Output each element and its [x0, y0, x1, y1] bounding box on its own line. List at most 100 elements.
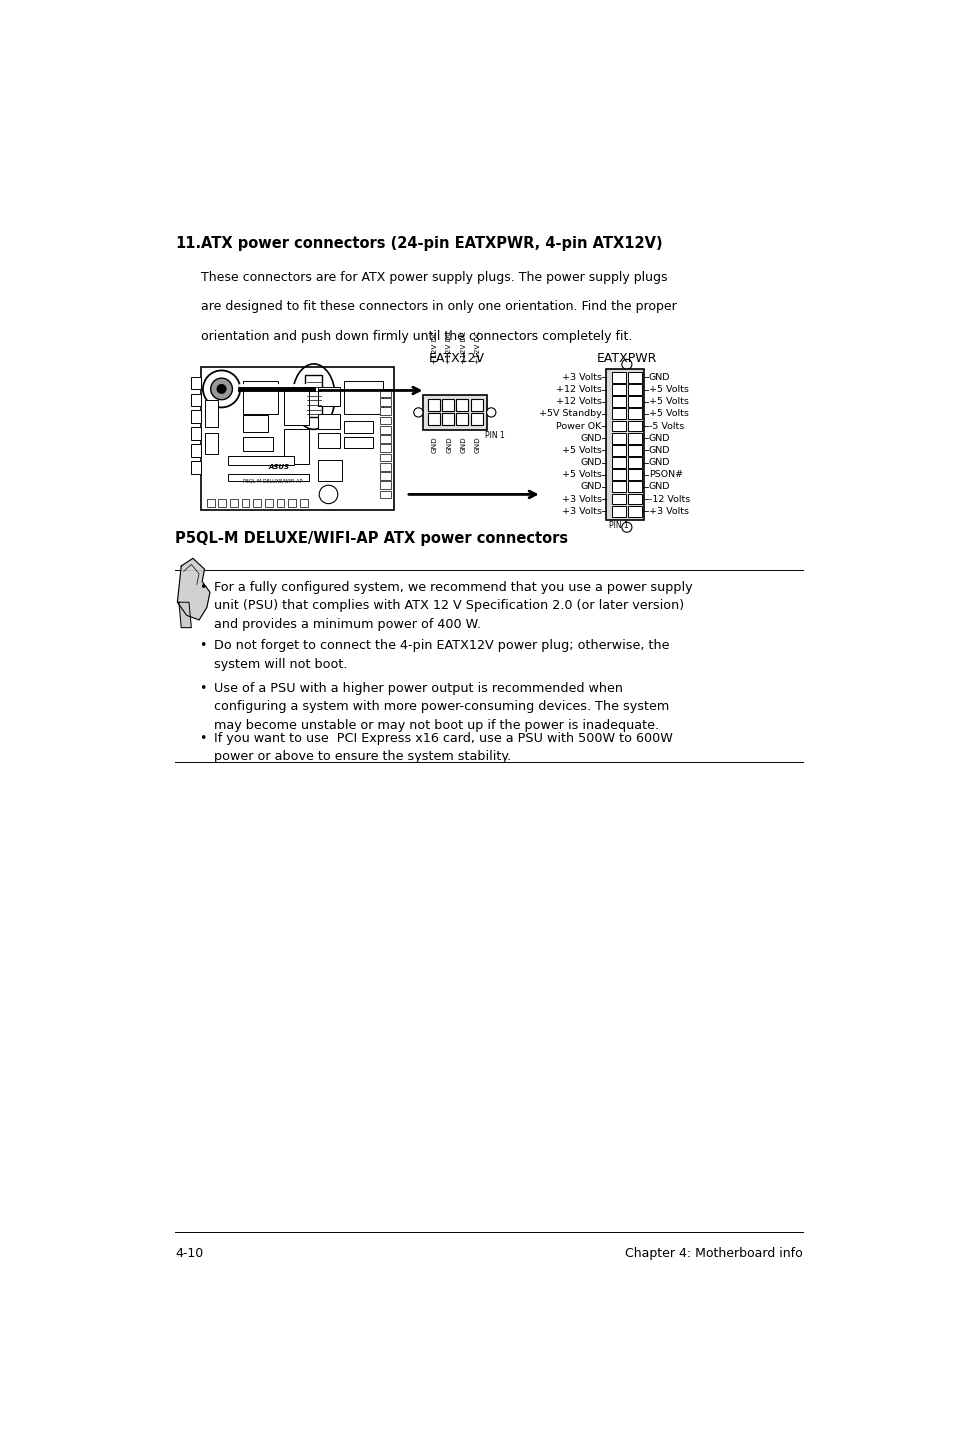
Bar: [265, 499, 273, 506]
Text: Use of a PSU with a higher power output is recommended when
configuring a system: Use of a PSU with a higher power output …: [213, 682, 668, 732]
Bar: [318, 433, 340, 449]
Circle shape: [621, 360, 631, 370]
Text: •: •: [199, 732, 207, 745]
Text: GND: GND: [648, 446, 670, 454]
Bar: [200, 367, 394, 510]
Text: PSON#: PSON#: [648, 470, 682, 479]
Bar: [241, 499, 249, 506]
Text: +3 Volts: +3 Volts: [561, 506, 601, 516]
Bar: [344, 381, 382, 414]
Bar: [284, 391, 309, 426]
Text: +5 Volts: +5 Volts: [648, 410, 688, 418]
Bar: [627, 433, 641, 443]
Bar: [380, 490, 391, 499]
Circle shape: [414, 408, 422, 417]
Bar: [427, 398, 439, 411]
Text: GND: GND: [475, 436, 480, 453]
Text: GND: GND: [579, 459, 601, 467]
Bar: [611, 384, 625, 395]
Bar: [380, 407, 391, 416]
Bar: [243, 381, 278, 414]
Text: +3 Volts: +3 Volts: [561, 372, 601, 383]
Bar: [192, 462, 200, 473]
Text: +5 Volts: +5 Volts: [561, 470, 601, 479]
Bar: [276, 499, 284, 506]
Bar: [456, 398, 468, 411]
Bar: [611, 469, 625, 480]
Bar: [627, 397, 641, 407]
Text: Do not forget to connect the 4-pin EATX12V power plug; otherwise, the
system wil: Do not forget to connect the 4-pin EATX1…: [213, 638, 669, 670]
Bar: [243, 416, 268, 431]
Bar: [299, 499, 307, 506]
Bar: [204, 433, 218, 454]
Circle shape: [203, 371, 240, 407]
Text: GND: GND: [432, 436, 437, 453]
Text: +5 Volts: +5 Volts: [648, 397, 688, 406]
Bar: [380, 482, 391, 489]
Bar: [611, 482, 625, 492]
Text: are designed to fit these connectors in only one orientation. Find the proper: are designed to fit these connectors in …: [200, 301, 676, 313]
Text: ASUS: ASUS: [269, 464, 290, 470]
Bar: [318, 460, 341, 482]
Bar: [627, 482, 641, 492]
Bar: [192, 444, 200, 457]
Bar: [627, 506, 641, 516]
Bar: [288, 499, 295, 506]
Text: GND: GND: [460, 436, 466, 453]
Polygon shape: [179, 603, 192, 627]
Bar: [441, 398, 454, 411]
Bar: [253, 499, 261, 506]
Bar: [627, 372, 641, 383]
Text: +5 Volts: +5 Volts: [648, 385, 688, 394]
Bar: [380, 417, 391, 424]
Bar: [218, 499, 226, 506]
Bar: [230, 499, 237, 506]
Bar: [627, 444, 641, 456]
Bar: [627, 384, 641, 395]
Text: +12 Volts: +12 Volts: [556, 385, 601, 394]
Bar: [192, 394, 200, 406]
Bar: [192, 410, 200, 423]
Bar: [380, 436, 391, 443]
Bar: [470, 413, 482, 426]
Text: +12V DC: +12V DC: [432, 331, 437, 364]
Text: +3 Volts: +3 Volts: [561, 495, 601, 503]
Text: -5 Volts: -5 Volts: [648, 421, 683, 430]
Bar: [611, 457, 625, 467]
Text: +3 Volts: +3 Volts: [648, 506, 688, 516]
Bar: [627, 421, 641, 431]
Bar: [611, 444, 625, 456]
Text: +12V DC: +12V DC: [460, 331, 466, 364]
Text: PIN 1: PIN 1: [484, 431, 504, 440]
Circle shape: [486, 408, 496, 417]
Bar: [427, 413, 439, 426]
Text: EATX12V: EATX12V: [428, 352, 484, 365]
Text: GND: GND: [579, 434, 601, 443]
Bar: [611, 397, 625, 407]
Bar: [380, 472, 391, 480]
Bar: [284, 429, 309, 463]
Text: These connectors are for ATX power supply plugs. The power supply plugs: These connectors are for ATX power suppl…: [200, 272, 666, 285]
Bar: [470, 398, 482, 411]
Text: For a fully configured system, we recommend that you use a power supply
unit (PS: For a fully configured system, we recomm…: [213, 581, 692, 631]
Text: GND: GND: [648, 459, 670, 467]
Bar: [606, 370, 643, 519]
Text: ATX power connectors (24-pin EATXPWR, 4-pin ATX12V): ATX power connectors (24-pin EATXPWR, 4-…: [200, 236, 661, 252]
Text: •: •: [199, 581, 207, 594]
Bar: [204, 400, 218, 427]
Bar: [441, 413, 454, 426]
Bar: [344, 421, 373, 433]
Circle shape: [621, 522, 631, 532]
Bar: [192, 377, 200, 388]
Text: GND: GND: [648, 482, 670, 492]
Text: PIN 1: PIN 1: [608, 521, 628, 531]
Bar: [380, 463, 391, 470]
Bar: [611, 506, 625, 516]
Text: +12 Volts: +12 Volts: [556, 397, 601, 406]
Bar: [627, 469, 641, 480]
Bar: [611, 433, 625, 443]
Bar: [243, 437, 273, 450]
Text: GND: GND: [446, 436, 452, 453]
Text: •: •: [199, 638, 207, 653]
Bar: [192, 427, 200, 440]
